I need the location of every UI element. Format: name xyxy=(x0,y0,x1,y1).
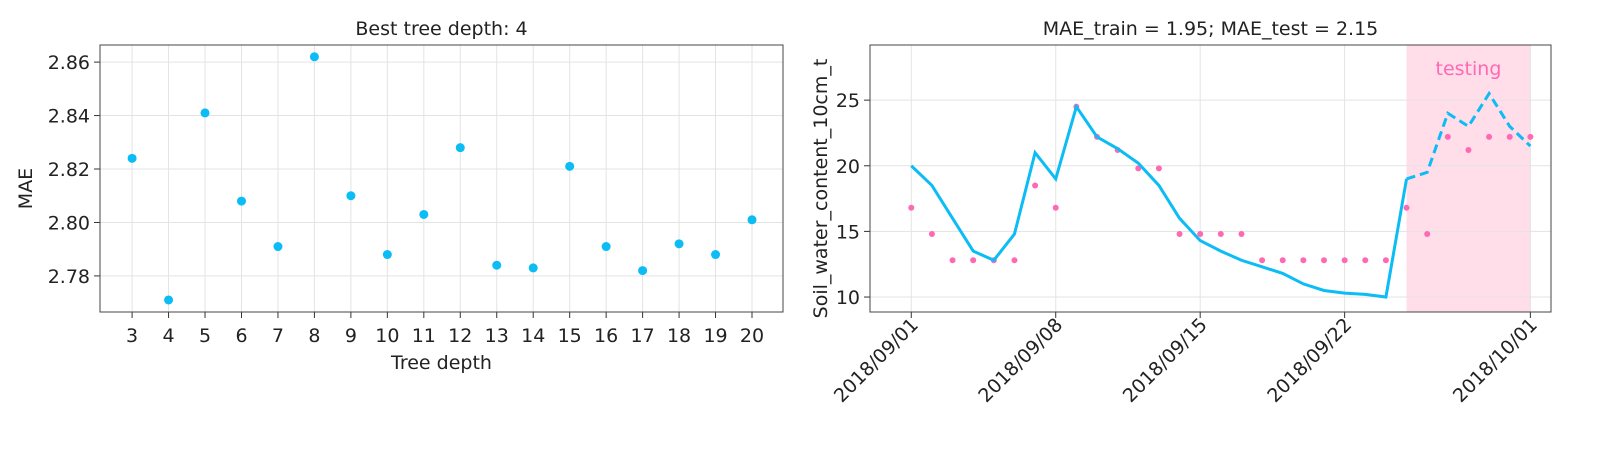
point xyxy=(528,263,538,273)
x-tick-label: 10 xyxy=(375,325,399,347)
point xyxy=(492,260,502,270)
x-tick-label: 4 xyxy=(163,325,175,347)
observed-point xyxy=(1217,231,1224,238)
x-tick-label: 12 xyxy=(448,325,472,347)
observed-point xyxy=(1527,133,1534,140)
span-label: testing xyxy=(1436,58,1502,80)
x-tick-label: 2018/10/01 xyxy=(1449,314,1542,407)
point xyxy=(419,209,429,219)
x-axis-label: Tree depth xyxy=(390,352,492,374)
point xyxy=(346,191,356,201)
observed-point xyxy=(1382,257,1389,264)
prediction-line xyxy=(910,103,1409,299)
x-tick-label: 20 xyxy=(740,325,764,347)
x-tick-label: 6 xyxy=(235,325,247,347)
point xyxy=(638,266,648,276)
point xyxy=(127,153,137,163)
observed-point xyxy=(1032,182,1039,189)
x-tick-label: 13 xyxy=(485,325,509,347)
observed-point xyxy=(1300,257,1307,264)
observed-point xyxy=(1279,257,1286,264)
observed-point xyxy=(908,204,915,211)
x-tick-label: 16 xyxy=(594,325,618,347)
y-tick-label: 15 xyxy=(836,221,860,243)
y-axis-label: MAE xyxy=(15,168,37,209)
point xyxy=(674,239,684,249)
observed-point xyxy=(1155,165,1162,172)
observed-point xyxy=(1486,133,1493,140)
x-tick-label: 11 xyxy=(412,325,436,347)
x-tick-label: 19 xyxy=(703,325,727,347)
x-tick-label: 18 xyxy=(667,325,691,347)
chart-title: Best tree depth: 4 xyxy=(355,18,527,40)
observed-point xyxy=(1403,204,1410,211)
test-span xyxy=(1406,45,1531,312)
plot-frame xyxy=(99,44,784,313)
observed-point xyxy=(949,257,956,264)
observed-point xyxy=(1197,231,1204,238)
y-tick-label: 2.80 xyxy=(48,212,90,234)
y-tick-label: 20 xyxy=(836,156,860,178)
y-tick-label: 2.86 xyxy=(48,52,90,74)
y-tick-label: 2.84 xyxy=(48,106,90,128)
point xyxy=(455,143,465,153)
x-tick-label: 14 xyxy=(521,325,545,347)
x-tick-label: 17 xyxy=(631,325,655,347)
point xyxy=(382,250,392,260)
observed-point xyxy=(1321,257,1327,264)
observed-point xyxy=(1444,133,1451,140)
observed-point xyxy=(1011,257,1018,264)
x-tick-label: 2018/09/15 xyxy=(1119,314,1212,407)
point xyxy=(601,242,611,252)
point xyxy=(565,161,575,171)
y-tick-label: 10 xyxy=(836,287,860,309)
plot-frame xyxy=(869,44,1552,313)
y-tick-label: 25 xyxy=(836,90,860,112)
observed-point xyxy=(1238,231,1245,238)
observed-point xyxy=(1465,147,1472,154)
x-tick-label: 2018/09/22 xyxy=(1263,314,1356,407)
prediction-line xyxy=(1406,90,1532,181)
point xyxy=(309,52,319,62)
x-tick-label: 5 xyxy=(199,325,211,347)
chart-title: MAE_train = 1.95; MAE_test = 2.15 xyxy=(1043,18,1379,40)
x-tick-label: 8 xyxy=(308,325,320,347)
observed-point xyxy=(970,257,977,264)
observed-point xyxy=(1341,257,1348,264)
x-tick-label: 15 xyxy=(558,325,582,347)
point xyxy=(273,242,283,252)
observed-point xyxy=(1506,133,1513,140)
point xyxy=(200,108,210,118)
observed-point xyxy=(1362,257,1369,264)
y-axis-label: Soil_water_content_10cm_t xyxy=(810,59,832,319)
observed-point xyxy=(1424,231,1431,238)
x-tick-label: 7 xyxy=(272,325,284,347)
y-tick-label: 2.82 xyxy=(48,159,90,181)
point xyxy=(236,196,246,206)
x-tick-label: 2018/09/01 xyxy=(830,314,923,407)
y-tick-label: 2.78 xyxy=(48,266,90,288)
x-tick-label: 3 xyxy=(126,325,138,347)
x-tick-label: 9 xyxy=(345,325,357,347)
observed-point xyxy=(1259,257,1266,264)
point xyxy=(164,295,174,305)
x-tick-label: 2018/09/08 xyxy=(974,314,1067,407)
point xyxy=(747,215,757,225)
point xyxy=(711,250,721,260)
observed-point xyxy=(1052,204,1059,211)
observed-point xyxy=(928,231,935,238)
observed-point xyxy=(1176,231,1183,238)
